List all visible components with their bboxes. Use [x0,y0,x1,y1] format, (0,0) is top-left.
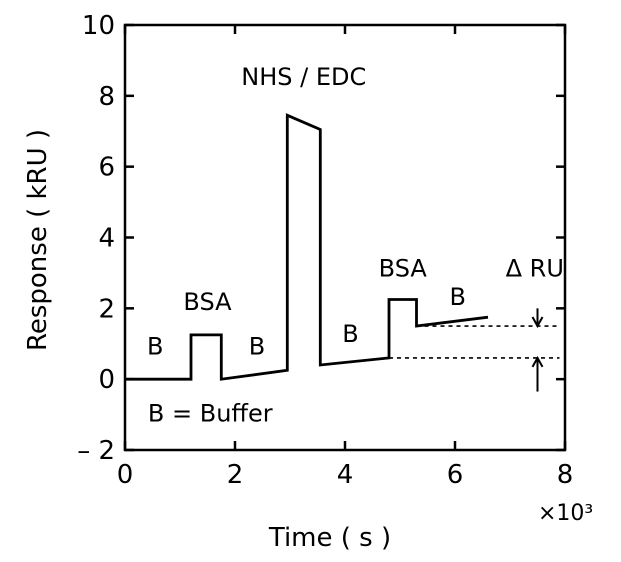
y-tick-label: 4 [98,224,115,254]
annotation-label: BSA [379,254,428,282]
x-tick-label: 2 [227,460,244,490]
annotation-label: B [342,320,358,348]
annotations: B BSA B NHS / EDC B BSA B Δ RU B = Buffer [147,63,564,427]
x-tick-label: 0 [117,460,134,490]
x-axis-title: Time ( s ) [268,523,391,553]
annotation-label: B = Buffer [148,400,273,428]
reference-lines [389,308,560,392]
annotation-arrow [531,308,544,329]
annotation-label: Δ RU [506,254,564,282]
series [125,113,489,381]
y-tick-label: 0 [98,365,115,395]
x-axis-multiplier: ×10³ [538,501,593,526]
y-tick-label: 10 [82,11,115,41]
y-tick-label: 6 [98,153,115,183]
y-tick-label: – 2 [77,436,115,466]
x-tick-label: 8 [557,460,574,490]
y-axis-title: Response ( kRU ) [23,129,53,351]
annotation-label: NHS / EDC [241,63,366,91]
annotation-label: B [450,283,466,311]
x-tick-label: 4 [337,460,354,490]
annotation-arrow [531,355,544,392]
annotation-label: B [147,332,163,360]
annotation-label: B [249,332,265,360]
x-tick-label: 6 [447,460,464,490]
series-line [125,113,489,381]
annotation-label: BSA [183,288,232,316]
y-tick-label: 8 [98,82,115,112]
y-tick-label: 2 [98,294,115,324]
